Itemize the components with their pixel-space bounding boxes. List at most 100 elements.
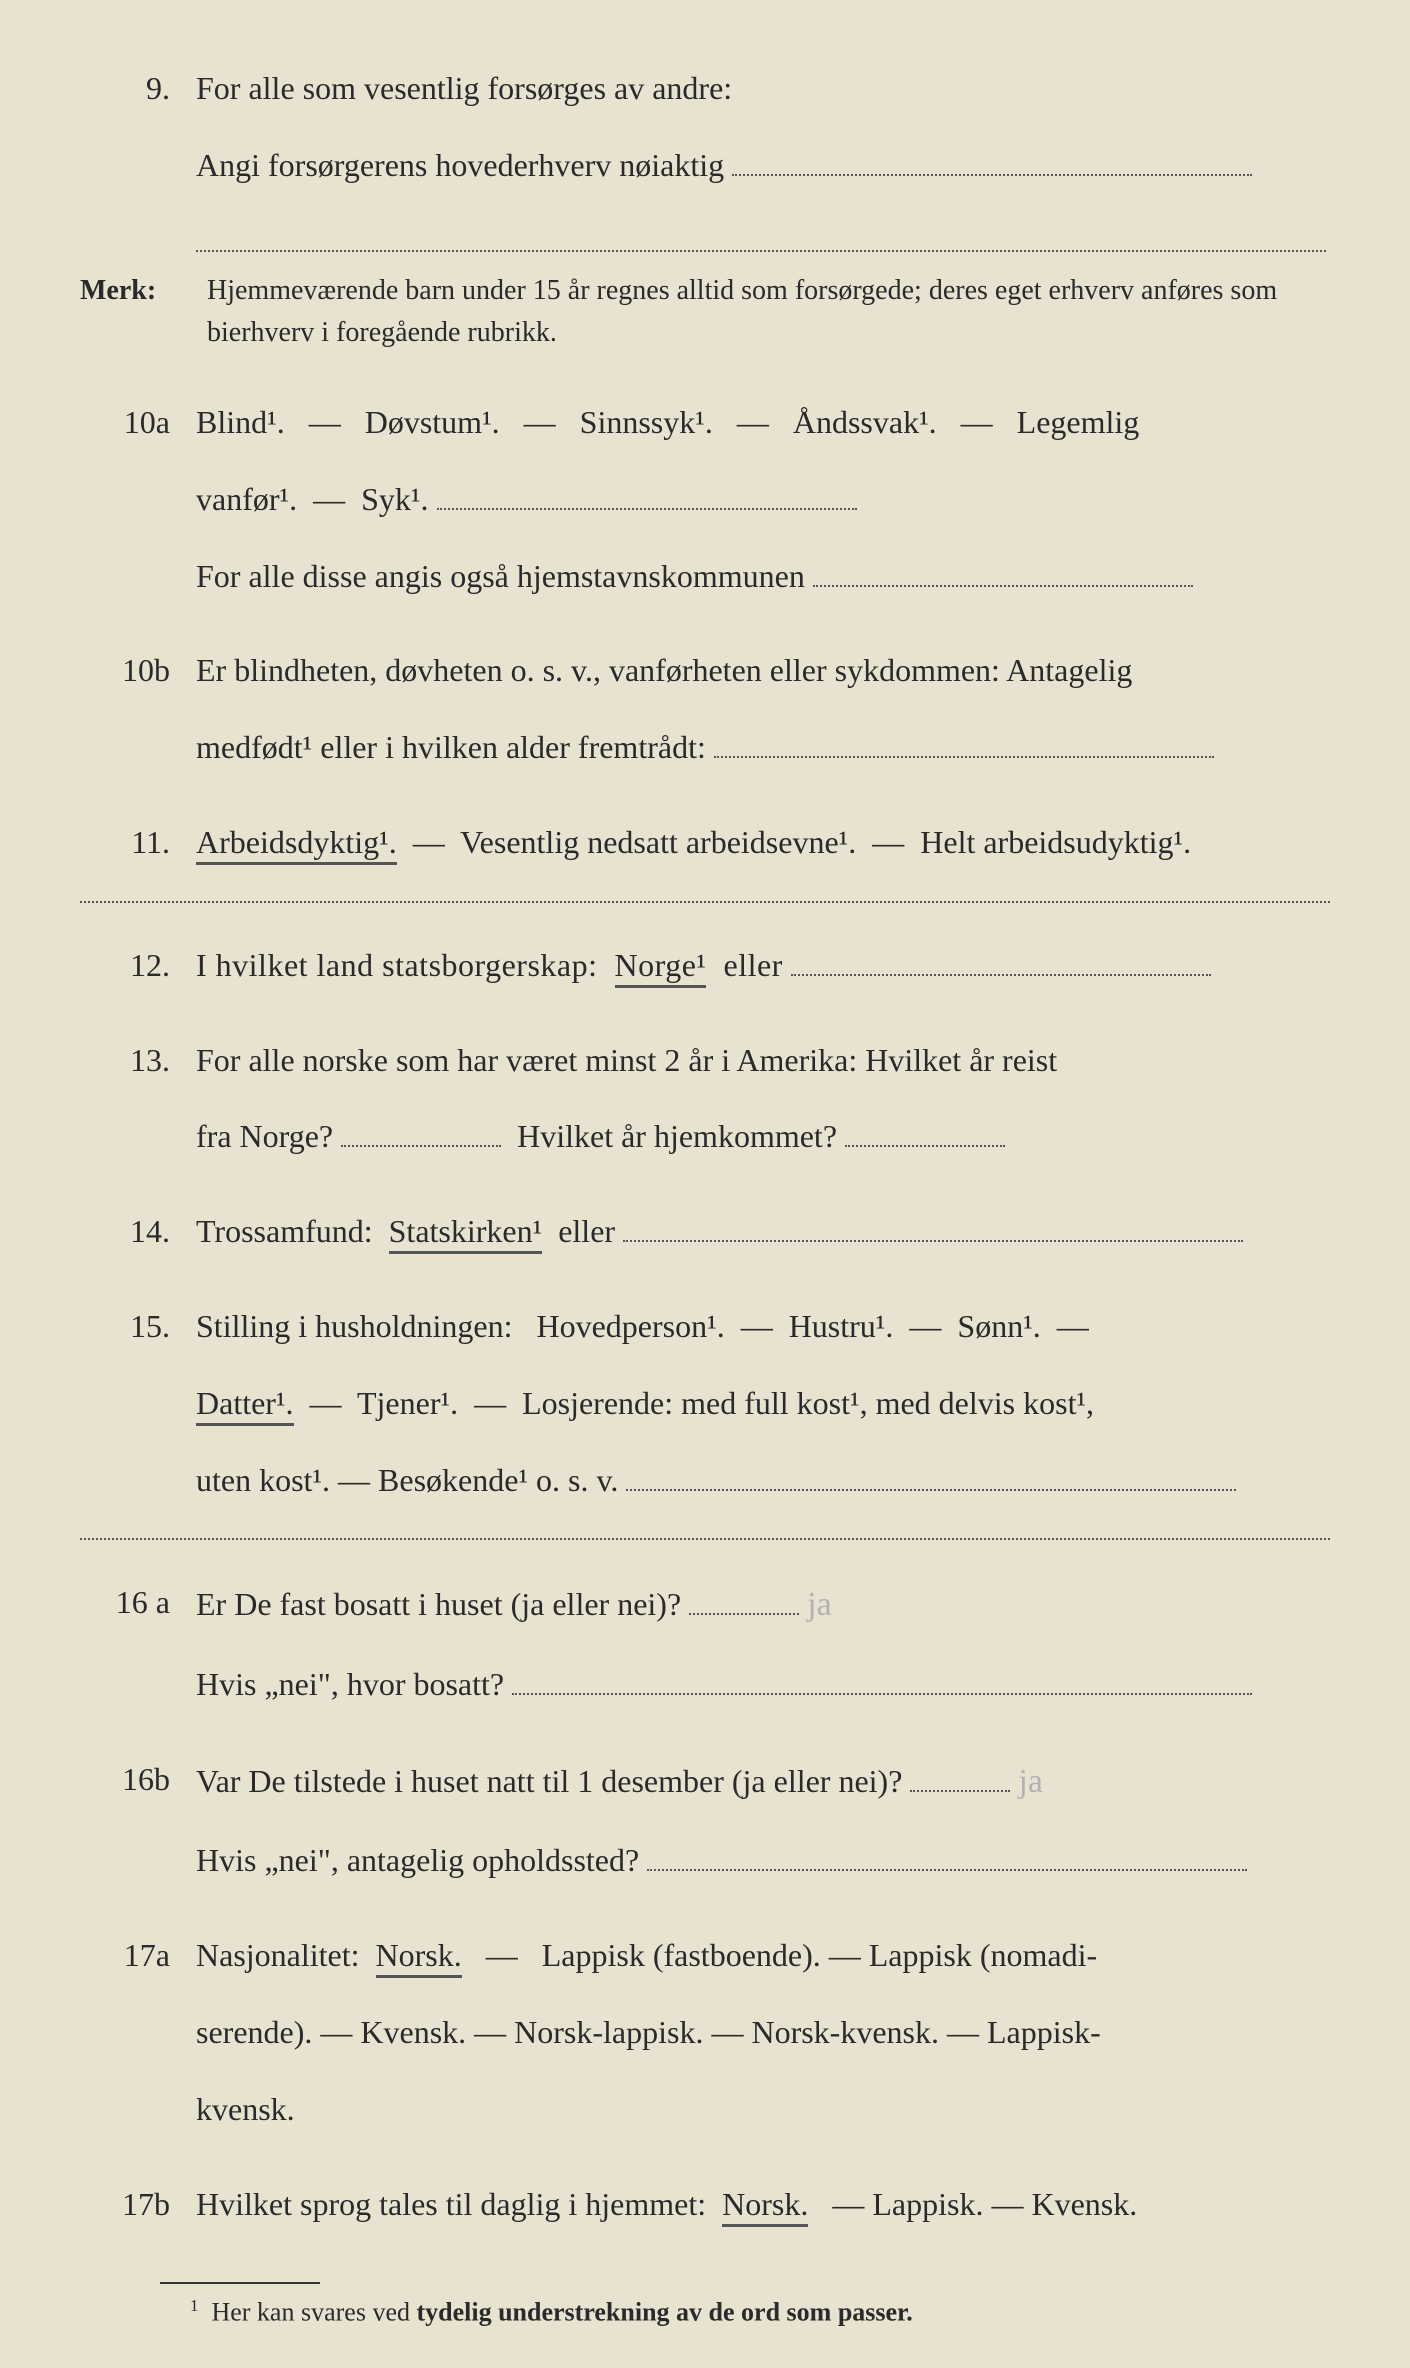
footnote-pre: Her kan svares ved <box>211 2298 416 2327</box>
q10a-opt0: Blind¹. <box>196 404 285 440</box>
q16a-num: 16 a <box>80 1564 188 1641</box>
q16b-body: Var De tilstede i huset natt til 1 desem… <box>196 1741 1326 1899</box>
q17b-ans: Norsk. <box>722 2186 808 2227</box>
q10b-body: Er blindheten, døvheten o. s. v., vanfør… <box>196 632 1326 786</box>
q11-body: Arbeidsdyktig¹. — Vesentlig nedsatt arbe… <box>196 804 1326 881</box>
q10b-num: 10b <box>80 632 188 709</box>
question-16b: 16b Var De tilstede i huset natt til 1 d… <box>80 1741 1330 1899</box>
question-12: 12. I hvilket land statsborgerskap: Norg… <box>80 927 1330 1004</box>
q10b-line2: medfødt¹ eller i hvilken alder fremtrådt… <box>196 729 706 765</box>
question-14: 14. Trossamfund: Statskirken¹ eller <box>80 1193 1330 1270</box>
q10a-syk: Syk¹. <box>361 481 428 517</box>
merk-label: Merk: <box>80 270 200 312</box>
q17a-ans: Norsk. <box>376 1937 462 1978</box>
q15-sonn: Sønn¹. <box>957 1308 1040 1344</box>
merk-note: Merk: Hjemmeværende barn under 15 år reg… <box>80 270 1330 354</box>
q11-opt2: Vesentlig nedsatt arbeidsevne¹. <box>460 824 856 860</box>
q13-body: For alle norske som har været minst 2 år… <box>196 1022 1326 1176</box>
q12-num: 12. <box>80 927 188 1004</box>
q15-hovedperson: Hovedperson¹. <box>536 1308 724 1344</box>
q15-blank <box>626 1489 1236 1491</box>
q16a-line2: Hvis „nei", hvor bosatt? <box>196 1666 504 1702</box>
q12-ans: Norge¹ <box>615 947 707 988</box>
q17b-pre: Hvilket sprog tales til daglig i hjemmet… <box>196 2186 706 2222</box>
q16a-blank1 <box>689 1613 799 1615</box>
q10a-vanfor: vanfør¹. <box>196 481 297 517</box>
q12-pre: I hvilket land statsborgerskap: <box>196 947 598 983</box>
q13-blank2 <box>845 1145 1005 1147</box>
divider-1 <box>80 901 1330 903</box>
q16b-blank2 <box>647 1869 1247 1871</box>
question-10b: 10b Er blindheten, døvheten o. s. v., va… <box>80 632 1330 786</box>
footnote-separator <box>160 2282 320 2284</box>
q10a-line3: For alle disse angis også hjemstavnskomm… <box>196 558 805 594</box>
q10a-num: 10a <box>80 384 188 461</box>
q13-line2a: fra Norge? <box>196 1118 333 1154</box>
q9-body: For alle som vesentlig forsørges av andr… <box>196 50 1326 252</box>
q15-tjener: Tjener¹. <box>357 1385 458 1421</box>
q15-body: Stilling i husholdningen: Hovedperson¹. … <box>196 1288 1326 1518</box>
q15-line3: uten kost¹. — Besøkende¹ o. s. v. <box>196 1462 618 1498</box>
merk-text: Hjemmeværende barn under 15 år regnes al… <box>207 270 1327 354</box>
q16a-ans-handwritten: ja <box>807 1586 832 1623</box>
q11-opt1: Arbeidsdyktig¹. <box>196 824 397 865</box>
q15-hustru: Hustru¹. <box>789 1308 894 1344</box>
q9-blank-full <box>196 212 1326 252</box>
q17a-line2: serende). — Kvensk. — Norsk-lappisk. — N… <box>196 2014 1101 2050</box>
question-17b: 17b Hvilket sprog tales til daglig i hje… <box>80 2166 1330 2243</box>
q16b-ans-handwritten: ja <box>1018 1763 1043 1800</box>
census-form-page: 9. For alle som vesentlig forsørges av a… <box>0 0 1410 2368</box>
question-17a: 17a Nasjonalitet: Norsk. — Lappisk (fast… <box>80 1917 1330 2147</box>
q14-blank <box>623 1240 1243 1242</box>
q16b-line2: Hvis „nei", antagelig opholdssted? <box>196 1842 639 1878</box>
q14-post: eller <box>558 1213 615 1249</box>
q10a-opt1: Døvstum¹. <box>365 404 500 440</box>
q10a-opt3: Åndssvak¹. <box>793 404 937 440</box>
q13-line1: For alle norske som har været minst 2 år… <box>196 1042 1057 1078</box>
q17b-rest: — Lappisk. — Kvensk. <box>832 2186 1137 2222</box>
q10a-opt4: Legemlig <box>1017 404 1140 440</box>
q13-blank1 <box>341 1145 501 1147</box>
q15-datter: Datter¹. <box>196 1385 294 1426</box>
q16a-body: Er De fast bosatt i huset (ja eller nei)… <box>196 1564 1326 1722</box>
q14-ans: Statskirken¹ <box>389 1213 543 1254</box>
footnote: 1 Her kan svares ved tydelig understrekn… <box>190 2296 1330 2328</box>
q16b-num: 16b <box>80 1741 188 1818</box>
q9-blank <box>732 174 1252 176</box>
question-13: 13. For alle norske som har været minst … <box>80 1022 1330 1176</box>
q13-num: 13. <box>80 1022 188 1099</box>
q16b-blank1 <box>910 1790 1010 1792</box>
q10a-blank1 <box>437 508 857 510</box>
question-10a: 10a Blind¹. — Døvstum¹. — Sinnssyk¹. — Å… <box>80 384 1330 614</box>
question-11: 11. Arbeidsdyktig¹. — Vesentlig nedsatt … <box>80 804 1330 881</box>
q16b-q: Var De tilstede i huset natt til 1 desem… <box>196 1763 902 1799</box>
q9-num: 9. <box>80 50 188 127</box>
q15-pre: Stilling i husholdningen: <box>196 1308 512 1344</box>
q9-line2: Angi forsørgerens hovederhverv nøiaktig <box>196 147 724 183</box>
q12-body: I hvilket land statsborgerskap: Norge¹ e… <box>196 927 1326 1004</box>
divider-2 <box>80 1538 1330 1540</box>
q10a-body: Blind¹. — Døvstum¹. — Sinnssyk¹. — Åndss… <box>196 384 1326 614</box>
q13-line2b: Hvilket år hjemkommet? <box>517 1118 837 1154</box>
q10a-blank2 <box>813 585 1193 587</box>
q17a-body: Nasjonalitet: Norsk. — Lappisk (fastboen… <box>196 1917 1326 2147</box>
footnote-sup: 1 <box>190 2296 198 2315</box>
question-16a: 16 a Er De fast bosatt i huset (ja eller… <box>80 1564 1330 1722</box>
q16a-q: Er De fast bosatt i huset (ja eller nei)… <box>196 1586 681 1622</box>
q17a-num: 17a <box>80 1917 188 1994</box>
q14-pre: Trossamfund: <box>196 1213 373 1249</box>
question-15: 15. Stilling i husholdningen: Hovedperso… <box>80 1288 1330 1518</box>
q16a-blank2 <box>512 1693 1252 1695</box>
q11-opt3: Helt arbeidsudyktig¹. <box>920 824 1191 860</box>
q11-num: 11. <box>80 804 188 881</box>
q17b-body: Hvilket sprog tales til daglig i hjemmet… <box>196 2166 1326 2243</box>
q17a-line3: kvensk. <box>196 2091 295 2127</box>
q10b-blank <box>714 756 1214 758</box>
q9-line1: For alle som vesentlig forsørges av andr… <box>196 70 732 106</box>
q10a-opt2: Sinnssyk¹. <box>580 404 713 440</box>
q12-blank <box>791 974 1211 976</box>
q14-body: Trossamfund: Statskirken¹ eller <box>196 1193 1326 1270</box>
q15-losjerende: Losjerende: med full kost¹, med delvis k… <box>522 1385 1094 1421</box>
question-9: 9. For alle som vesentlig forsørges av a… <box>80 50 1330 252</box>
q12-post: eller <box>723 947 782 983</box>
